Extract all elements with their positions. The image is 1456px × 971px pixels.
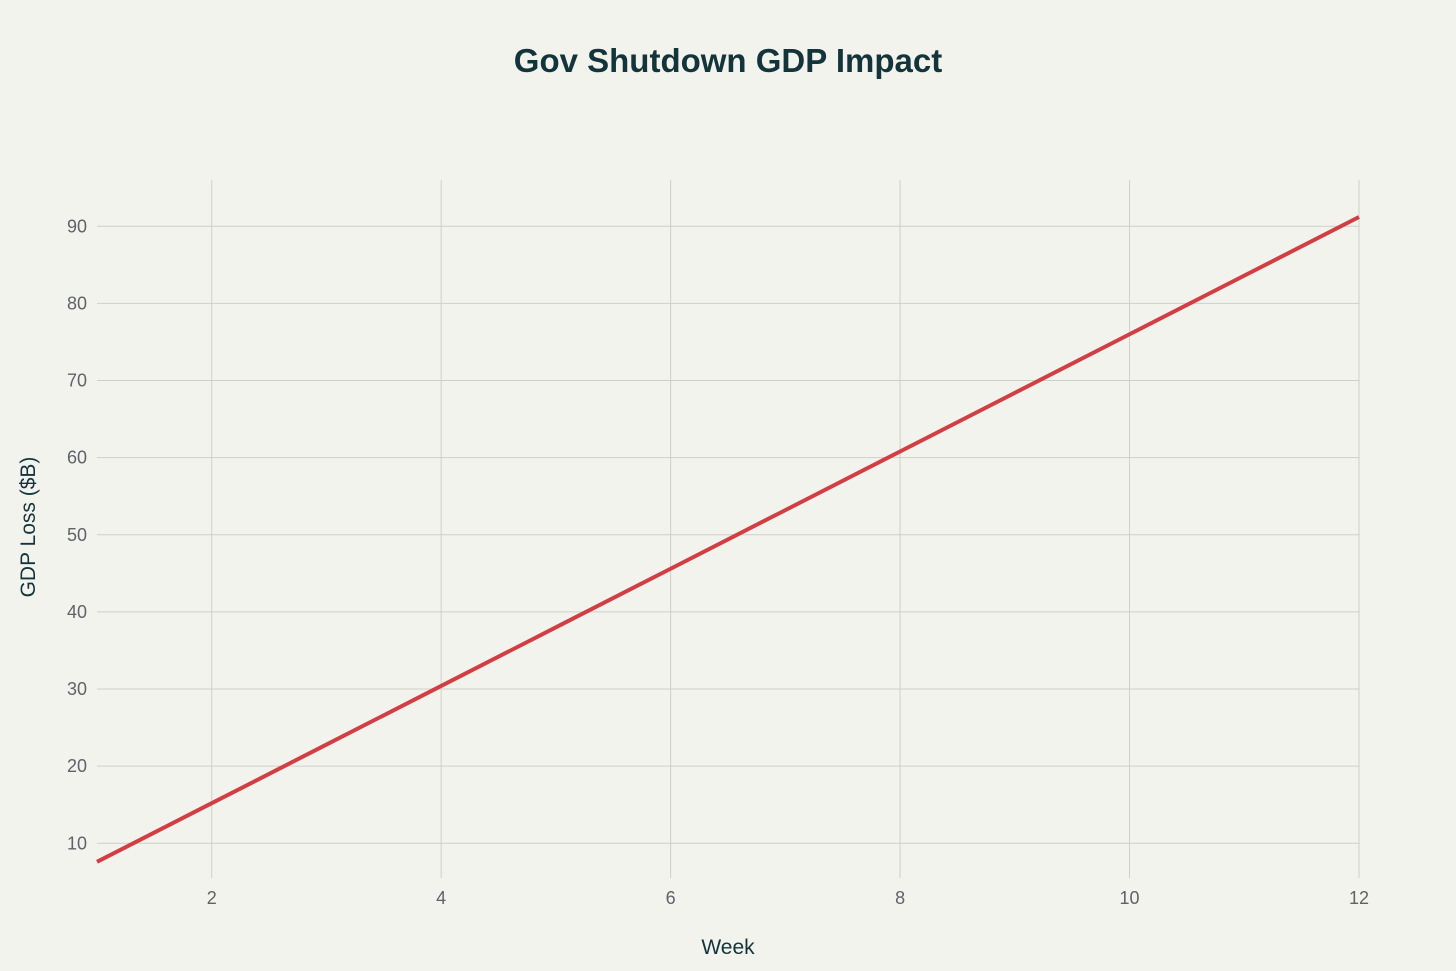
x-tick-label: 8 xyxy=(895,888,905,908)
y-axis-ticks: 10 20 30 40 50 60 70 80 90 xyxy=(67,216,87,853)
x-tick-label: 6 xyxy=(666,888,676,908)
x-axis-label: Week xyxy=(701,936,755,959)
x-gridlines xyxy=(211,180,1360,878)
y-tick-label: 30 xyxy=(67,679,87,699)
y-tick-label: 40 xyxy=(67,602,87,622)
x-tick-label: 4 xyxy=(436,888,446,908)
series-line xyxy=(96,215,1360,864)
x-tick-label: 2 xyxy=(207,888,217,908)
y-tick-label: 20 xyxy=(67,756,87,776)
x-tick-label: 12 xyxy=(1349,888,1369,908)
y-gridlines xyxy=(97,225,1359,844)
y-axis-label: GDP Loss ($B) xyxy=(17,457,40,598)
chart-title: Gov Shutdown GDP Impact xyxy=(514,42,942,79)
y-tick-label: 10 xyxy=(67,833,87,853)
series-layer xyxy=(96,215,1360,864)
y-tick-label: 60 xyxy=(67,448,87,468)
y-tick-label: 50 xyxy=(67,525,87,545)
y-tick-label: 70 xyxy=(67,371,87,391)
x-tick-label: 10 xyxy=(1120,888,1140,908)
x-axis-ticks: 2 4 6 8 10 12 xyxy=(207,888,1369,908)
y-tick-label: 80 xyxy=(67,293,87,313)
y-tick-label: 90 xyxy=(67,216,87,236)
